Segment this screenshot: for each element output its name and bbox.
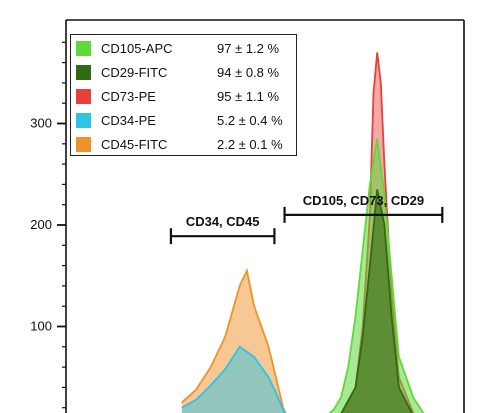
series-line-cd34-pe: [181, 345, 286, 413]
series-area-cd34-pe: [181, 346, 285, 413]
legend-value: 97 ± 1.2 %: [217, 41, 280, 56]
legend-value: 2.2 ± 0.1 %: [217, 137, 283, 152]
legend-label: CD73-PE: [101, 89, 156, 104]
legend-label: CD105-APC: [101, 41, 173, 56]
legend-value: 94 ± 0.8 %: [217, 65, 280, 80]
y-tick-label: 100: [30, 319, 52, 334]
series-layer: [181, 52, 425, 413]
legend-swatch: [76, 113, 91, 128]
legend-swatch: [76, 89, 91, 104]
legend-item: CD105-APC 97 ± 1.2 %: [71, 37, 298, 61]
series-line-cd29-fitc: [340, 189, 413, 413]
legend-swatch: [76, 41, 91, 56]
legend: CD105-APC 97 ± 1.2 % CD29-FITC 94 ± 0.8 …: [70, 34, 297, 156]
legend-value: 95 ± 1.1 %: [217, 89, 280, 104]
legend-swatch: [76, 65, 91, 80]
legend-item: CD34-PE 5.2 ± 0.4 %: [71, 109, 298, 133]
series-line-cd45-fitc: [181, 267, 287, 413]
annotation-label: CD105, CD73, CD29: [302, 192, 425, 208]
annotation-layer: [169, 206, 444, 245]
legend-label: CD29-FITC: [101, 65, 168, 80]
legend-item: CD73-PE 95 ± 1.1 %: [71, 85, 298, 109]
legend-item: CD29-FITC 94 ± 0.8 %: [71, 61, 298, 85]
legend-label: CD45-FITC: [101, 137, 168, 152]
axis-layer: 100 200 300: [30, 19, 465, 413]
legend-swatch: [76, 137, 91, 152]
annotation-label: CD34, CD45: [185, 214, 260, 230]
series-line-cd105-apc: [328, 138, 425, 413]
series-area-cd29-fitc: [341, 189, 412, 413]
legend-item: CD45-FITC 2.2 ± 0.1 %: [71, 133, 298, 157]
y-tick-label: 300: [30, 116, 52, 131]
legend-value: 5.2 ± 0.4 %: [217, 113, 283, 128]
y-tick-label: 200: [30, 217, 52, 232]
legend-label: CD34-PE: [101, 113, 156, 128]
